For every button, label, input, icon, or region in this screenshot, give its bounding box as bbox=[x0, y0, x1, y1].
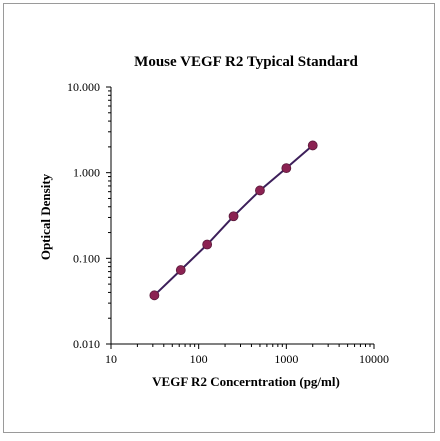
x-tick-label: 10 bbox=[105, 352, 117, 366]
data-point bbox=[255, 185, 265, 196]
ticks: 10 100 1000 10000 0.010 0.100 1.000 10.000 bbox=[67, 80, 389, 366]
y-tick-label: 0.010 bbox=[73, 337, 100, 351]
chart-svg: Mouse VEGF R2 Typical Standard 10 100 1000… bbox=[38, 54, 389, 389]
chart-title: Mouse VEGF R2 Typical Standard bbox=[134, 54, 358, 70]
data-point bbox=[149, 290, 160, 301]
x-axis-label: VEGF R2 Concerntration (pg/ml) bbox=[152, 374, 340, 389]
data-point bbox=[202, 239, 213, 250]
data-point bbox=[281, 163, 292, 174]
y-tick-label: 10.000 bbox=[67, 80, 100, 94]
y-axis-label: Optical Density bbox=[38, 173, 53, 260]
axes bbox=[110, 87, 374, 345]
y-tick-label: 1.000 bbox=[73, 166, 100, 180]
y-tick-label: 0.100 bbox=[73, 251, 100, 265]
points-layer bbox=[149, 140, 318, 301]
data-point bbox=[175, 265, 186, 275]
data-point bbox=[228, 211, 239, 222]
x-tick-label: 100 bbox=[190, 352, 208, 366]
x-tick-label: 10000 bbox=[359, 352, 389, 366]
chart-frame: Mouse VEGF R2 Typical Standard 10 100 1000… bbox=[3, 3, 435, 433]
data-point bbox=[307, 140, 318, 151]
x-tick-label: 1000 bbox=[274, 352, 298, 366]
